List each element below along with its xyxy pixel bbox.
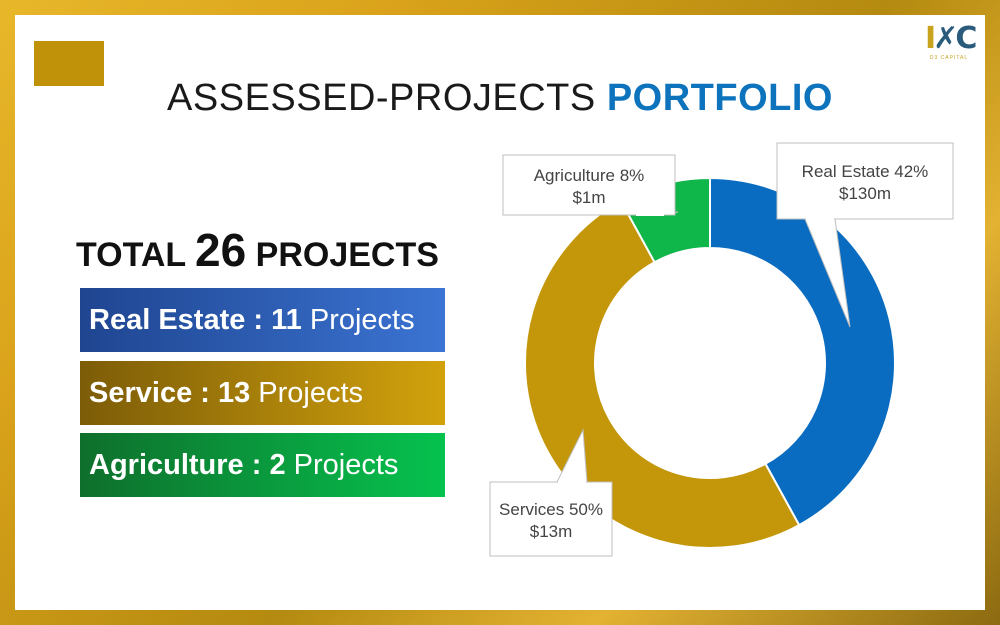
callout-box [776, 142, 954, 220]
callout-label-line2: $1m [572, 188, 605, 207]
total-projects-heading: TOTAL 26 PROJECTS [76, 223, 439, 277]
callout-box [502, 154, 676, 216]
callout-label-line1: Services 50% [499, 500, 603, 519]
summary-bar-label: Real Estate : 11 [89, 304, 302, 336]
title-main: ASSESSED-PROJECTS [167, 77, 596, 119]
callout-label-line1: Real Estate 42% [802, 162, 929, 181]
total-count: 26 [195, 224, 247, 276]
page-title: ASSESSED-PROJECTS PORTFOLIO [15, 77, 985, 120]
summary-bar-unit: Projects [258, 377, 364, 409]
donut-callouts: Real Estate 42% $130m Services 50% $13m Agri… [489, 142, 954, 557]
company-logo: I✗C D3 CAPITAL [925, 21, 977, 67]
summary-bar-agriculture: Agriculture : 2 Projects [80, 433, 445, 497]
summary-bar-service: Service : 13 Projects [80, 361, 445, 425]
callout-agriculture: Agriculture 8% $1m [502, 154, 679, 216]
donut-slice-services [524, 199, 801, 549]
callout-label-line2: $130m [839, 184, 891, 203]
total-suffix: PROJECTS [255, 236, 439, 274]
donut-slice-real-estate [709, 176, 896, 527]
slide-panel: I✗C D3 CAPITAL ASSESSED-PROJECTS PORTFOL… [15, 15, 985, 610]
callout-services: Services 50% $13m [489, 428, 613, 557]
logo-subtitle: D3 CAPITAL [929, 55, 969, 61]
summary-bar-unit: Projects [309, 304, 415, 336]
accent-block [34, 41, 104, 86]
portfolio-donut-chart: Real Estate 42% $130m Services 50% $13m Agri… [489, 142, 954, 557]
summary-bar-unit: Projects [293, 449, 399, 481]
logo-mark-icon: I✗C [925, 21, 977, 56]
callout-box [489, 481, 613, 557]
callout-label-line1: Agriculture 8% [534, 166, 645, 185]
callout-real-estate: Real Estate 42% $130m [776, 142, 954, 328]
total-prefix: TOTAL [76, 236, 186, 274]
title-accent: PORTFOLIO [606, 77, 833, 119]
summary-bar-label: Service : 13 [89, 377, 251, 409]
summary-bar-real-estate: Real Estate : 11 Projects [80, 288, 445, 352]
summary-bar-label: Agriculture : 2 [89, 449, 286, 481]
callout-label-line2: $13m [530, 522, 573, 541]
